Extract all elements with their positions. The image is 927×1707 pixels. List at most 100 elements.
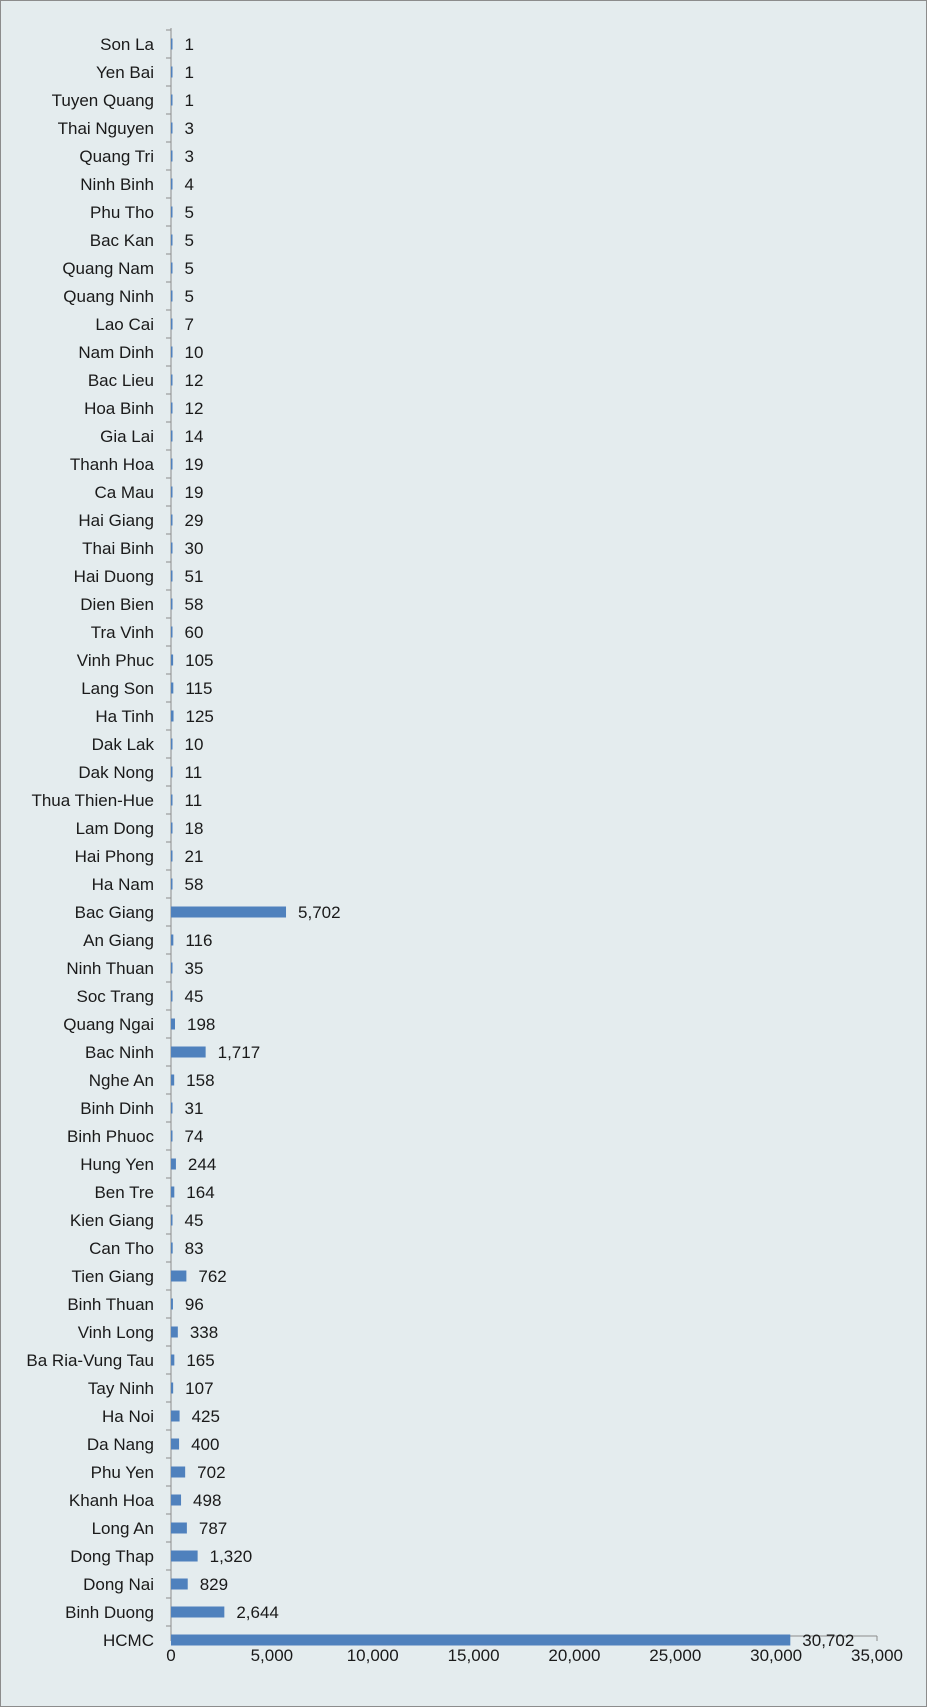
bar (171, 486, 173, 498)
bar (171, 682, 174, 694)
category-label: Vinh Phuc (77, 651, 155, 670)
category-label: Quang Ngai (63, 1015, 154, 1034)
bar (171, 542, 173, 554)
bar (171, 934, 174, 946)
bar (171, 1494, 182, 1506)
bar (171, 514, 173, 526)
category-label: Lang Son (81, 679, 154, 698)
value-label: 1 (185, 63, 194, 82)
value-label: 498 (193, 1491, 221, 1510)
value-label: 164 (186, 1183, 214, 1202)
value-label: 30,702 (802, 1631, 854, 1650)
category-label: Tra Vinh (91, 623, 154, 642)
category-label: Bac Lieu (88, 371, 154, 390)
value-label: 762 (198, 1267, 226, 1286)
bar (171, 1046, 206, 1058)
bar (171, 738, 173, 750)
category-label: Hai Giang (78, 511, 154, 530)
value-label: 11 (185, 763, 203, 782)
value-label: 7 (185, 315, 194, 334)
value-label: 83 (185, 1239, 204, 1258)
value-label: 400 (191, 1435, 219, 1454)
bar (171, 1438, 180, 1450)
bar (171, 962, 173, 974)
category-label: HCMC (103, 1631, 154, 1650)
category-label: Bac Kan (90, 231, 154, 250)
x-tick-label: 20,000 (548, 1646, 600, 1665)
value-label: 31 (185, 1099, 204, 1118)
category-label: Phu Tho (90, 203, 154, 222)
category-label: Hai Phong (75, 847, 154, 866)
bar (171, 1550, 198, 1562)
bar (171, 766, 173, 778)
value-label: 35 (185, 959, 204, 978)
bar (171, 878, 173, 890)
category-label: Khanh Hoa (69, 1491, 155, 1510)
category-label: Dak Lak (92, 735, 155, 754)
value-label: 165 (186, 1351, 214, 1370)
category-label: Da Nang (87, 1435, 154, 1454)
value-label: 11 (185, 791, 203, 810)
category-label: Hoa Binh (84, 399, 154, 418)
category-label: Ninh Binh (80, 175, 154, 194)
category-label: Nam Dinh (78, 343, 154, 362)
category-label: Dong Nai (83, 1575, 154, 1594)
x-tick-label: 25,000 (649, 1646, 701, 1665)
value-label: 51 (185, 567, 204, 586)
value-label: 1 (185, 91, 194, 110)
value-label: 5 (185, 287, 194, 306)
value-label: 21 (185, 847, 204, 866)
value-label: 1,717 (218, 1043, 261, 1062)
value-label: 5 (185, 259, 194, 278)
bar (171, 1214, 173, 1226)
bar (171, 318, 173, 330)
bar (171, 1354, 175, 1366)
category-label: Nghe An (89, 1071, 154, 1090)
value-label: 4 (185, 175, 194, 194)
bar (171, 94, 173, 106)
bar (171, 1074, 175, 1086)
category-label: Binh Phuoc (67, 1127, 154, 1146)
bar (171, 458, 173, 470)
value-label: 5,702 (298, 903, 341, 922)
category-label: Quang Nam (62, 259, 154, 278)
category-label: Thua Thien-Hue (31, 791, 154, 810)
value-label: 96 (185, 1295, 204, 1314)
value-label: 338 (190, 1323, 218, 1342)
value-label: 45 (185, 1211, 204, 1230)
x-tick-label: 35,000 (851, 1646, 903, 1665)
category-label: Thai Binh (82, 539, 154, 558)
value-label: 3 (185, 147, 194, 166)
bar (171, 1270, 187, 1282)
value-label: 18 (185, 819, 204, 838)
value-label: 3 (185, 119, 194, 138)
category-label: Tay Ninh (88, 1379, 154, 1398)
bar (171, 346, 173, 358)
value-label: 702 (197, 1463, 225, 1482)
bar (171, 626, 173, 638)
value-label: 1,320 (210, 1547, 253, 1566)
category-label: Bac Ninh (85, 1043, 154, 1062)
value-label: 116 (185, 931, 212, 950)
category-label: Binh Dinh (80, 1099, 154, 1118)
bar (171, 1242, 173, 1254)
category-label: Gia Lai (100, 427, 154, 446)
category-label: Vinh Long (78, 1323, 154, 1342)
value-label: 60 (185, 623, 204, 642)
x-tick-label: 5,000 (251, 1646, 294, 1665)
category-label: Tuyen Quang (52, 91, 154, 110)
value-label: 58 (185, 875, 204, 894)
value-label: 19 (185, 455, 204, 474)
bar (171, 1186, 175, 1198)
bar (171, 710, 174, 722)
category-label: Ha Noi (102, 1407, 154, 1426)
value-label: 74 (185, 1127, 204, 1146)
axis-layer: 0 5,000 10,000 15,000 20,000 25,000 30,000 35,0… (166, 28, 903, 1665)
value-label: 115 (185, 679, 212, 698)
bar (171, 570, 173, 582)
value-label: 5 (185, 203, 194, 222)
value-label: 125 (186, 707, 214, 726)
value-label: 10 (185, 735, 204, 754)
bar (171, 66, 173, 78)
category-label: Thanh Hoa (70, 455, 155, 474)
